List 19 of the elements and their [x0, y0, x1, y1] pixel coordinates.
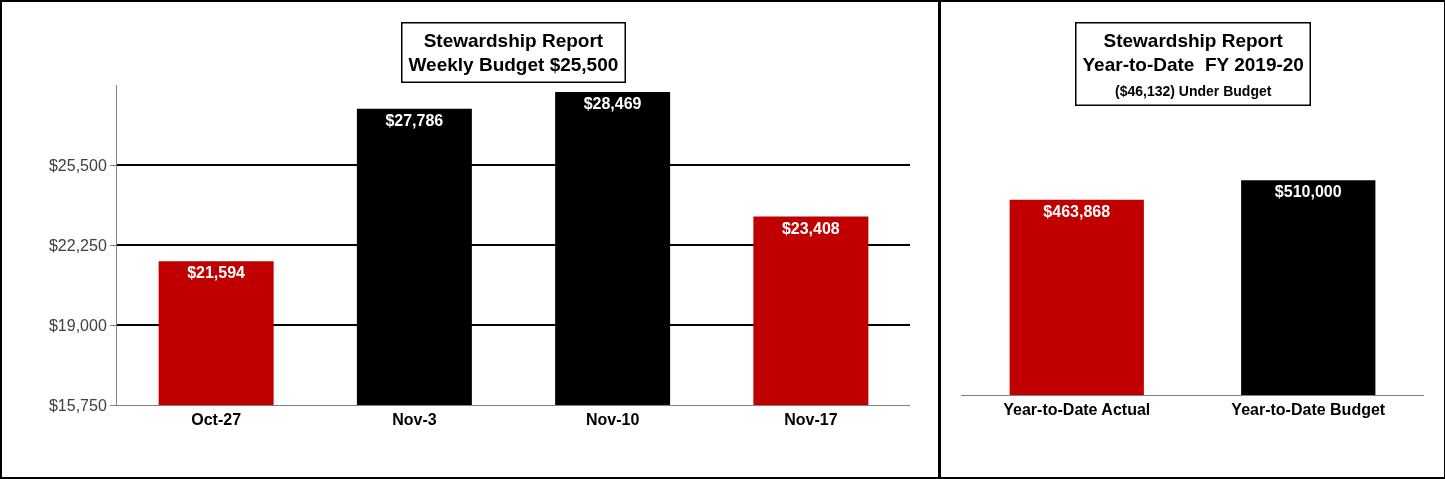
x-tick-label: Year-to-Date Actual [1003, 401, 1151, 419]
x-tick-label: Nov-3 [392, 411, 437, 429]
data-label: $28,469 [583, 94, 642, 112]
x-tick-label: Nov-17 [784, 411, 838, 429]
y-tick-label: $19,000 [48, 316, 107, 334]
data-label: $463,868 [1043, 202, 1111, 220]
x-tick-label: Nov-10 [585, 411, 640, 429]
chart-title: Stewardship Report Weekly Budget $25,500 [408, 29, 619, 76]
x-tick-label: Year-to-Date Budget [1231, 401, 1386, 419]
chart-title: Stewardship Report Year-to-Date FY 2019-20 [1082, 29, 1304, 76]
chart-subtitle: ($46,132) Under Budget [1115, 82, 1272, 99]
y-tick-label: $22,250 [48, 236, 107, 254]
x-tick-label: Oct-27 [191, 411, 242, 429]
data-label: $27,786 [385, 111, 444, 129]
y-tick-label: $25,500 [48, 156, 107, 174]
data-label: $23,408 [781, 219, 840, 237]
y-tick-label: $15,750 [48, 396, 107, 414]
data-label: $510,000 [1274, 183, 1342, 201]
data-label: $21,594 [187, 264, 246, 282]
